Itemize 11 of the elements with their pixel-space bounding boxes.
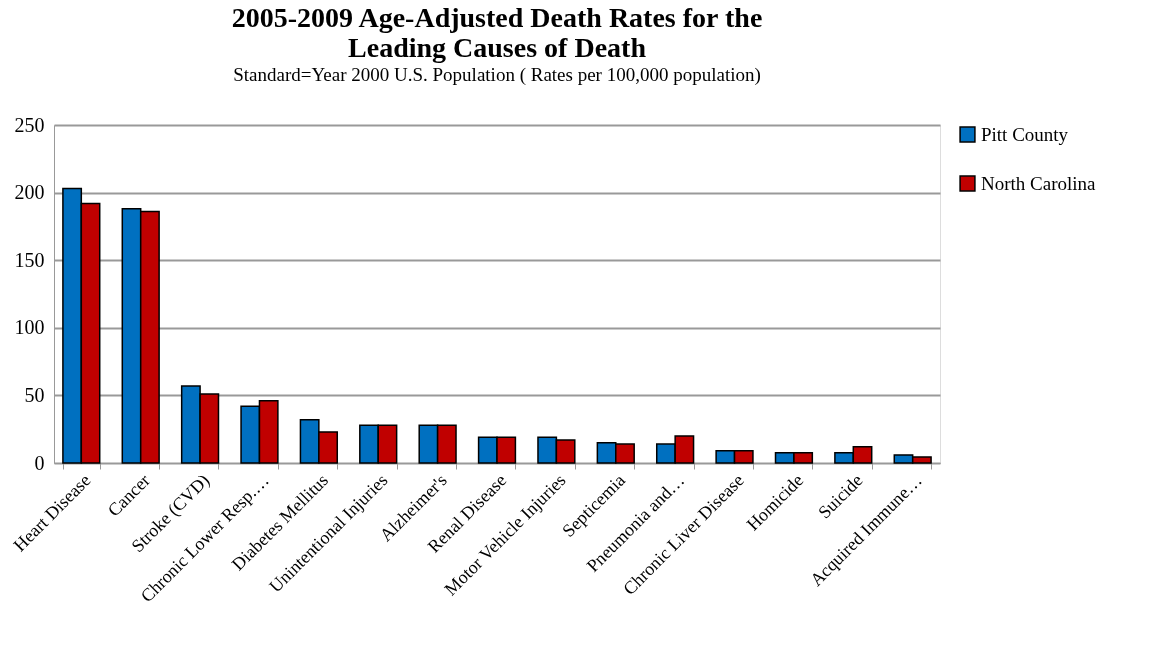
y-tick-label: 50 xyxy=(24,383,45,406)
y-tick-label: 100 xyxy=(14,316,45,339)
legend-label: North Carolina xyxy=(981,172,1097,194)
chart-subtitle: Standard=Year 2000 U.S. Population ( Rates per 100,000 population) xyxy=(233,64,761,86)
text: 2005-2009 Age-Adjusted Death Rates for the xyxy=(231,2,763,33)
y-tick-label: 200 xyxy=(14,181,45,204)
y-tick-label: 250 xyxy=(14,113,45,136)
legend-label: Pitt County xyxy=(981,123,1069,145)
y-tick-label: 150 xyxy=(14,248,45,271)
text: Leading Causes of Death xyxy=(348,32,646,63)
y-tick-label: 0 xyxy=(34,451,45,474)
